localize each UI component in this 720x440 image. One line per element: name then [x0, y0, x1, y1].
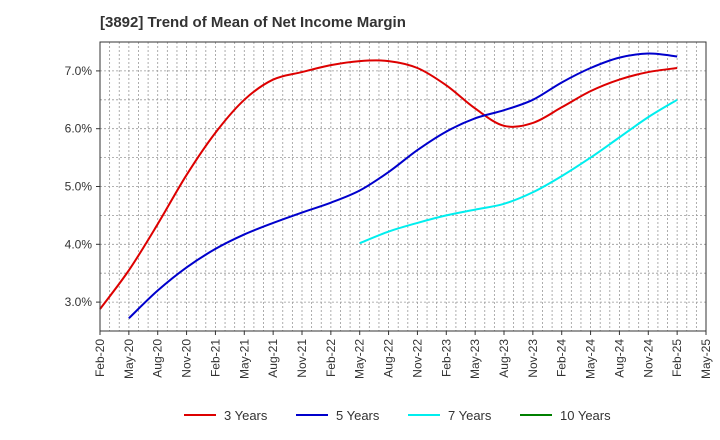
x-tick-label: May-23 — [468, 339, 482, 379]
x-tick-label: Aug-22 — [382, 339, 396, 378]
legend-label: 5 Years — [336, 408, 380, 423]
y-tick-label: 3.0% — [65, 295, 93, 309]
x-tick-label: Nov-24 — [641, 339, 655, 378]
grid — [99, 41, 707, 332]
series-line-3-years — [99, 59, 678, 310]
x-tick-label: May-20 — [122, 339, 136, 379]
plot-frame — [99, 41, 707, 332]
x-tick-label: May-25 — [699, 339, 713, 379]
x-tick-label: Aug-21 — [266, 339, 280, 378]
y-axis-ticks: 3.0% 4.0% 5.0% 6.0% 7.0% — [65, 64, 100, 309]
series-line-7-years — [359, 98, 678, 245]
x-tick-label: Feb-20 — [93, 339, 107, 377]
x-tick-label: Nov-20 — [180, 339, 194, 378]
x-axis-ticks: Feb-20 May-20 Aug-20 Nov-20 Feb-21 May-21 Aug-… — [93, 331, 713, 379]
x-tick-label: Feb-25 — [670, 339, 684, 377]
y-tick-label: 4.0% — [65, 237, 93, 251]
legend-label: 7 Years — [448, 408, 492, 423]
y-tick-label: 6.0% — [65, 122, 93, 136]
y-tick-label: 7.0% — [65, 64, 93, 78]
x-tick-label: May-21 — [237, 339, 251, 379]
x-tick-label: Nov-23 — [526, 339, 540, 378]
x-tick-label: Aug-23 — [497, 339, 511, 378]
x-tick-label: Aug-20 — [151, 339, 165, 378]
series-lines — [99, 52, 678, 320]
legend-label: 3 Years — [224, 408, 268, 423]
series-line-5-years — [128, 52, 678, 320]
x-tick-label: Feb-21 — [208, 339, 222, 377]
x-tick-label: Feb-22 — [324, 339, 338, 377]
x-tick-label: Nov-22 — [410, 339, 424, 378]
x-tick-label: Aug-24 — [612, 339, 626, 378]
legend-label: 10 Years — [560, 408, 611, 423]
y-tick-label: 5.0% — [65, 180, 93, 194]
chart-title: [3892] Trend of Mean of Net Income Margi… — [100, 14, 406, 31]
x-tick-label: Feb-23 — [439, 339, 453, 377]
x-tick-label: Nov-21 — [295, 339, 309, 378]
legend: 3 Years 5 Years 7 Years 10 Years — [184, 408, 611, 423]
x-tick-label: Feb-24 — [555, 339, 569, 377]
x-tick-label: May-22 — [353, 339, 367, 379]
x-tick-label: May-24 — [584, 339, 598, 379]
